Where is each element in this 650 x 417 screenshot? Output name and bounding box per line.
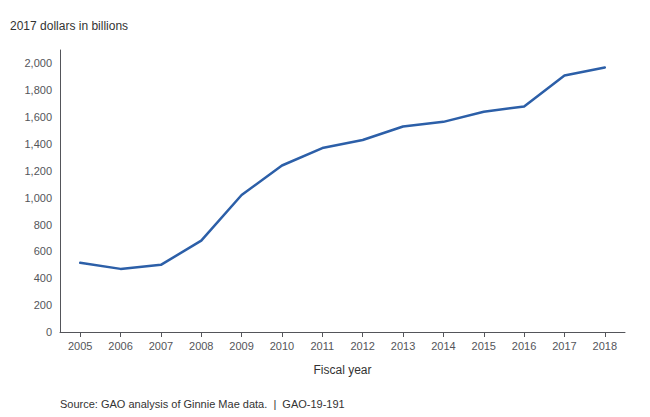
svg-text:1,800: 1,800 xyxy=(24,84,52,96)
svg-text:2018: 2018 xyxy=(593,340,617,352)
svg-text:2016: 2016 xyxy=(512,340,536,352)
svg-text:2012: 2012 xyxy=(350,340,374,352)
svg-text:1,000: 1,000 xyxy=(24,192,52,204)
svg-text:400: 400 xyxy=(34,272,52,284)
svg-text:2010: 2010 xyxy=(270,340,294,352)
svg-text:2017 dollars in billions: 2017 dollars in billions xyxy=(10,19,128,33)
svg-text:Source: GAO analysis of Ginnie: Source: GAO analysis of Ginnie Mae data.… xyxy=(60,398,345,410)
svg-text:2007: 2007 xyxy=(149,340,173,352)
svg-text:1,200: 1,200 xyxy=(24,165,52,177)
svg-text:1,400: 1,400 xyxy=(24,138,52,150)
svg-text:1,600: 1,600 xyxy=(24,111,52,123)
svg-text:200: 200 xyxy=(34,299,52,311)
svg-text:2014: 2014 xyxy=(431,340,455,352)
svg-text:2011: 2011 xyxy=(310,340,334,352)
svg-text:2013: 2013 xyxy=(391,340,415,352)
svg-text:2009: 2009 xyxy=(229,340,253,352)
svg-text:600: 600 xyxy=(34,245,52,257)
svg-text:0: 0 xyxy=(46,326,52,338)
svg-text:Fiscal year: Fiscal year xyxy=(313,363,371,377)
svg-text:2,000: 2,000 xyxy=(24,57,52,69)
svg-text:2008: 2008 xyxy=(189,340,213,352)
svg-text:2017: 2017 xyxy=(552,340,576,352)
svg-text:2005: 2005 xyxy=(68,340,92,352)
svg-text:2006: 2006 xyxy=(108,340,132,352)
svg-text:800: 800 xyxy=(34,219,52,231)
svg-text:2015: 2015 xyxy=(472,340,496,352)
